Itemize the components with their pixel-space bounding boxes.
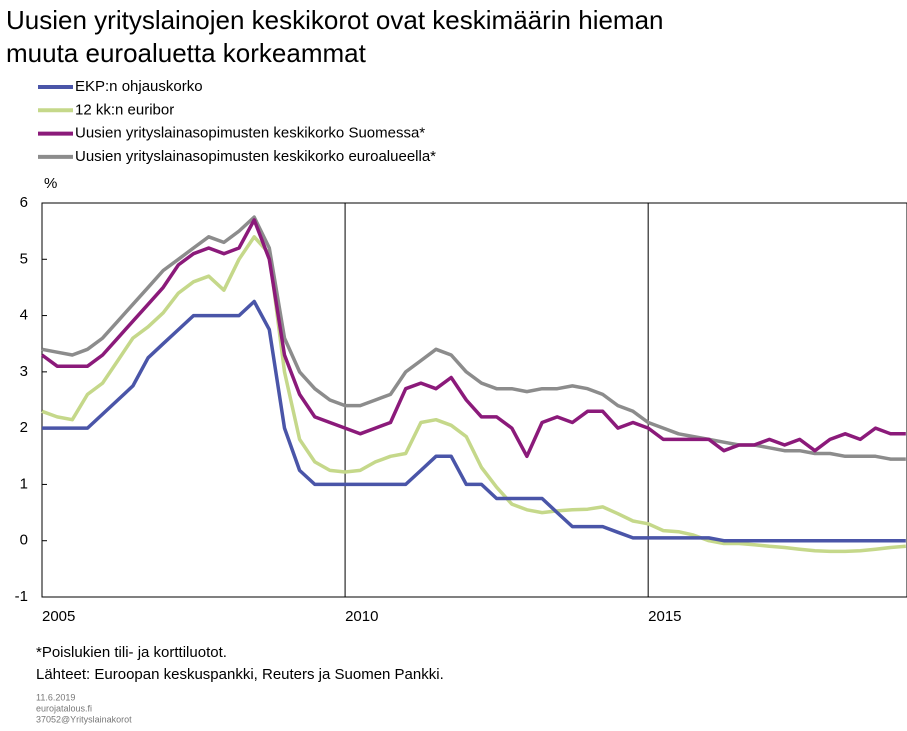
date: 11.6.2019 — [36, 692, 75, 702]
y-tick-label: 1 — [20, 475, 28, 492]
site: eurojatalous.fi — [36, 703, 92, 713]
series-line — [40, 218, 906, 459]
y-tick-label: 4 — [20, 307, 28, 324]
y-tick-label: 2 — [20, 419, 28, 436]
y-tick-label: 0 — [20, 532, 28, 549]
legend-label: Uusien yrityslainasopimusten keskikorko … — [75, 148, 436, 165]
x-tick-label: 2010 — [345, 608, 378, 625]
chart-title: Uusien yrityslainojen keskikorot ovat ke… — [6, 5, 664, 35]
footnote: *Poislukien tili- ja korttiluotot. — [36, 644, 227, 661]
series-line — [41, 215, 906, 461]
legend-label: 12 kk:n euribor — [75, 101, 174, 118]
y-tick-label: 3 — [20, 363, 28, 380]
y-tick-label: 5 — [20, 250, 28, 267]
code: 37052@Yrityslainakorot — [36, 714, 132, 724]
y-axis-label: % — [44, 175, 57, 192]
series-line — [42, 299, 906, 543]
source: Lähteet: Euroopan keskuspankki, Reuters … — [36, 666, 444, 683]
series-line — [41, 235, 906, 554]
chart-title: muuta euroaluetta korkeammat — [6, 38, 367, 68]
y-tick-label: 6 — [20, 194, 28, 211]
legend-label: EKP:n ohjauskorko — [75, 78, 203, 95]
x-tick-label: 2015 — [648, 608, 681, 625]
legend-label: Uusien yrityslainasopimusten keskikorko … — [75, 125, 425, 142]
x-tick-label: 2005 — [42, 608, 75, 625]
y-tick-label: -1 — [15, 588, 28, 605]
